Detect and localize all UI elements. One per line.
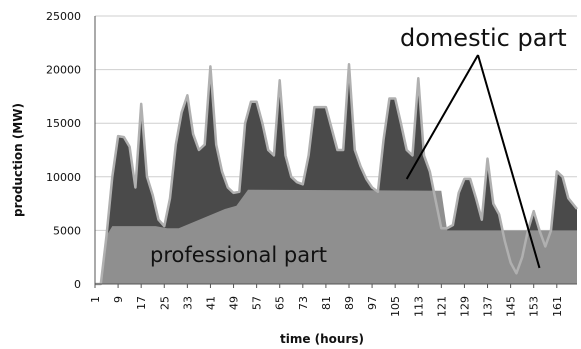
annotations: domestic part professional part	[150, 24, 567, 269]
x-tick-label: 137	[482, 296, 495, 317]
annotation-arrow	[477, 54, 541, 269]
y-tick-label: 20000	[46, 64, 81, 77]
y-tick-label: 15000	[46, 117, 81, 130]
x-tick-label: 1	[89, 296, 102, 303]
x-tick-label: 49	[228, 296, 241, 310]
y-tick-label: 0	[74, 278, 81, 291]
x-tick-label: 81	[320, 296, 333, 310]
x-tick-label: 41	[204, 296, 217, 310]
x-axis-title: time (hours)	[280, 332, 364, 346]
annotation-arrow	[405, 54, 479, 180]
x-tick-label: 113	[412, 296, 425, 317]
x-tick-label: 105	[389, 296, 402, 317]
annotation-professional-part: professional part	[150, 243, 327, 267]
x-tick-label: 25	[158, 296, 171, 310]
x-tick-label: 65	[274, 296, 287, 310]
y-tick-label: 10000	[46, 171, 81, 184]
y-axis-title: production (MW)	[11, 103, 25, 217]
y-tick-label: 25000	[46, 10, 81, 23]
professional-part-area	[95, 189, 577, 284]
x-tick-label: 161	[551, 296, 564, 317]
x-tick-label: 73	[297, 296, 310, 310]
x-tick-label: 89	[343, 296, 356, 310]
axes: 0 5000 10000 15000 20000 25000 1 9 17 25 33 41 49 57 6…	[46, 10, 577, 317]
x-tick-label: 9	[112, 296, 125, 303]
total-production-line	[95, 62, 578, 286]
x-tick-label: 129	[458, 296, 471, 317]
annotation-domestic-part: domestic part	[400, 24, 567, 52]
x-tick-label: 17	[135, 296, 148, 310]
y-tick-label: 5000	[53, 224, 81, 237]
x-tick-label: 33	[181, 296, 194, 310]
x-tick-label: 97	[366, 296, 379, 310]
x-tick-label: 145	[505, 296, 518, 317]
x-tick-label: 153	[528, 296, 541, 317]
plot-area	[95, 62, 578, 286]
x-tick-label: 57	[251, 296, 264, 310]
x-tick-label: 121	[435, 296, 448, 317]
